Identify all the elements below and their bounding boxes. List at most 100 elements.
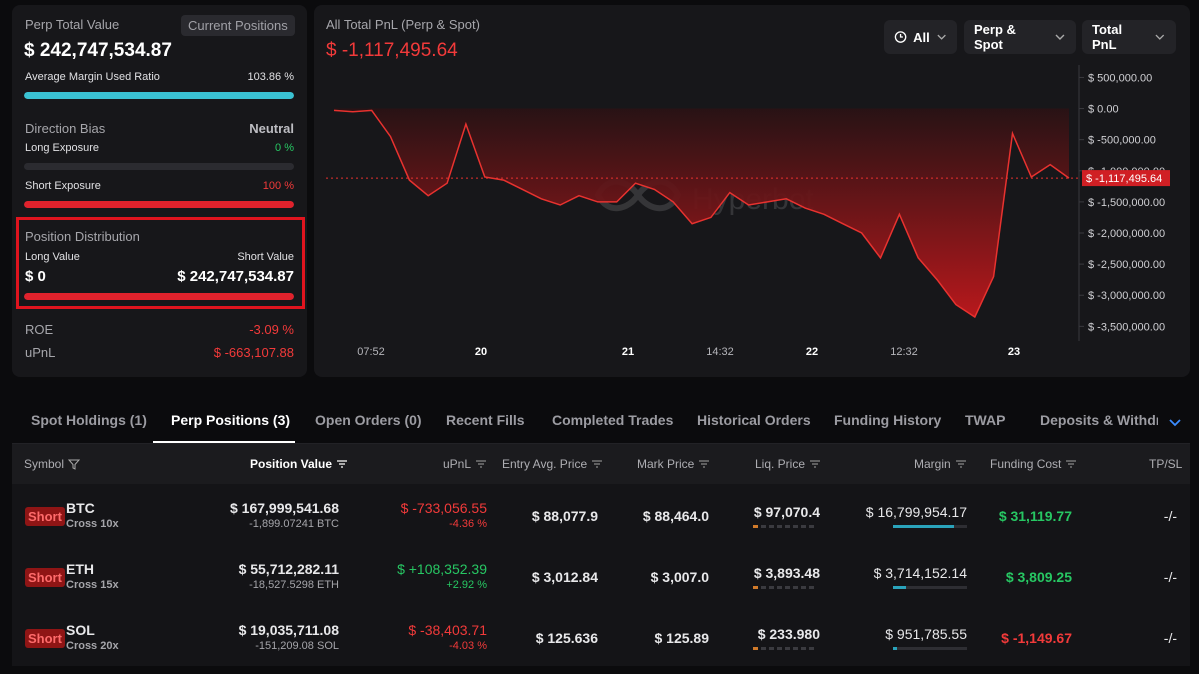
header-upnl-label: uPnL xyxy=(443,457,472,471)
header-symbol[interactable]: Symbol xyxy=(24,457,81,471)
direction-bias-value: Neutral xyxy=(249,121,294,136)
header-position-value[interactable]: Position Value xyxy=(250,457,348,471)
tabs-more-chevron-icon[interactable] xyxy=(1167,414,1183,430)
tab-completed-trades[interactable]: Completed Trades xyxy=(552,412,674,428)
sort-icon[interactable] xyxy=(1065,459,1077,469)
tpsl[interactable]: -/- xyxy=(1163,508,1177,524)
sort-icon[interactable] xyxy=(591,459,603,469)
side-badge: Short xyxy=(25,568,65,587)
sort-icon[interactable] xyxy=(475,459,487,469)
scope-filter-dropdown[interactable]: Perp & Spot xyxy=(964,20,1076,54)
entry-price: $ 125.636 xyxy=(535,630,598,646)
x-tick-label: 12:32 xyxy=(890,346,918,358)
header-margin-label: Margin xyxy=(914,457,951,471)
tpsl[interactable]: -/- xyxy=(1163,630,1177,646)
pnl-line xyxy=(333,109,1070,319)
y-tick-label: $ 500,000.00 xyxy=(1088,72,1152,84)
header-liq-price[interactable]: Liq. Price xyxy=(755,457,821,471)
upnl-pct: +2.92 % xyxy=(446,579,487,591)
symbol[interactable]: ETH xyxy=(66,561,94,577)
margin-usage-fill xyxy=(893,525,954,528)
funding-cost: $ 31,119.77 xyxy=(998,508,1072,524)
x-tick-label: 07:52 xyxy=(357,346,385,358)
tab-deposits-clip: Deposits & Withdraw xyxy=(1040,398,1158,442)
margin-usage-bar xyxy=(893,647,967,650)
short-exposure-value: 100 % xyxy=(262,180,294,192)
short-exposure-label: Short Exposure xyxy=(25,180,101,192)
leverage: Cross 20x xyxy=(66,640,119,652)
position-value: $ 19,035,711.08 xyxy=(238,622,339,638)
perp-total-value: $ 242,747,534.87 xyxy=(24,40,172,61)
margin-usage-fill xyxy=(893,586,907,589)
header-mark-label: Mark Price xyxy=(637,457,695,471)
sort-icon[interactable] xyxy=(955,459,967,469)
funding-cost: $ 3,809.25 xyxy=(1005,569,1072,585)
x-tick-label: 21 xyxy=(622,346,634,358)
upnl-label: uPnL xyxy=(25,345,56,360)
upnl: $ -38,403.71 xyxy=(408,622,487,638)
header-liq-label: Liq. Price xyxy=(755,457,806,471)
y-tick-label: $ -3,500,000.00 xyxy=(1088,321,1165,333)
x-tick-label: 23 xyxy=(1008,346,1020,358)
pnl-chart[interactable]: Hyperbot $ 500,000.00$ 0.00$ -500,000.00… xyxy=(314,5,1190,377)
current-value-tag-label: $ -1,117,495.64 xyxy=(1086,173,1162,185)
x-tick-label: 20 xyxy=(475,346,487,358)
mark-price: $ 88,464.0 xyxy=(642,508,709,524)
side-badge: Short xyxy=(25,629,65,648)
tab-recent-fills[interactable]: Recent Fills xyxy=(446,412,525,428)
perp-positions-table: Symbol Position Value uPnL Entry Avg. Pr… xyxy=(12,444,1190,666)
header-funding-cost[interactable]: Funding Cost xyxy=(990,457,1077,471)
header-funding-label: Funding Cost xyxy=(990,457,1062,471)
tpsl[interactable]: -/- xyxy=(1163,569,1177,585)
tab-deposits-withdrawals[interactable]: Deposits & Withdraw xyxy=(1040,412,1158,428)
sort-icon[interactable] xyxy=(809,459,821,469)
header-margin[interactable]: Margin xyxy=(914,457,967,471)
y-tick-label: $ -1,500,000.00 xyxy=(1088,197,1165,209)
table-row[interactable]: Short SOL Cross 20x $ 19,035,711.08 -151… xyxy=(12,609,1190,670)
current-positions-button[interactable]: Current Positions xyxy=(181,15,295,36)
tab-perp-positions[interactable]: Perp Positions (3) xyxy=(171,412,291,428)
long-exposure-label: Long Exposure xyxy=(25,142,99,154)
symbol[interactable]: SOL xyxy=(66,622,95,638)
table-row[interactable]: Short BTC Cross 10x $ 167,999,541.68 -1,… xyxy=(12,487,1190,548)
clock-icon xyxy=(894,31,907,43)
side-badge: Short xyxy=(25,507,65,526)
funding-cost: $ -1,149.67 xyxy=(1001,630,1072,646)
margin-ratio-label: Average Margin Used Ratio xyxy=(25,71,160,83)
pnl-chart-panel: All Total PnL (Perp & Spot) $ -1,117,495… xyxy=(314,5,1190,377)
margin-usage-bar xyxy=(893,586,967,589)
short-exposure-fill xyxy=(24,201,294,208)
tab-twap[interactable]: TWAP xyxy=(965,412,1006,428)
margin-usage-fill xyxy=(893,647,897,650)
header-mark-price[interactable]: Mark Price xyxy=(637,457,710,471)
chart-current-value: $ -1,117,495.64 xyxy=(326,40,458,61)
perp-total-value-label: Perp Total Value xyxy=(25,17,120,32)
sort-icon[interactable] xyxy=(336,459,348,469)
direction-bias-label: Direction Bias xyxy=(25,121,106,136)
short-value: $ 242,747,534.87 xyxy=(177,268,294,285)
margin: $ 951,785.55 xyxy=(885,626,967,642)
symbol[interactable]: BTC xyxy=(66,500,95,516)
metric-filter-dropdown[interactable]: Total PnL xyxy=(1082,20,1176,54)
tab-open-orders[interactable]: Open Orders (0) xyxy=(315,412,422,428)
y-tick-label: $ 0.00 xyxy=(1088,104,1119,116)
filter-icon[interactable] xyxy=(68,458,81,470)
position-value: $ 167,999,541.68 xyxy=(230,500,339,516)
scope-filter-label: Perp & Spot xyxy=(974,22,1016,52)
tab-spot-holdings[interactable]: Spot Holdings (1) xyxy=(31,412,147,428)
position-distribution-fill xyxy=(24,293,294,300)
tab-historical-orders[interactable]: Historical Orders xyxy=(697,412,811,428)
tab-funding-history[interactable]: Funding History xyxy=(834,412,942,428)
table-row[interactable]: Short ETH Cross 15x $ 55,712,282.11 -18,… xyxy=(12,548,1190,609)
sort-icon[interactable] xyxy=(698,459,710,469)
time-filter-label: All xyxy=(913,29,930,45)
upnl-value: $ -663,107.88 xyxy=(213,345,294,360)
y-tick-label: $ -3,000,000.00 xyxy=(1088,290,1165,302)
long-value: $ 0 xyxy=(25,268,46,285)
liq-distance-indicator xyxy=(753,525,814,528)
header-entry-price[interactable]: Entry Avg. Price xyxy=(502,457,603,471)
upnl-pct: -4.03 % xyxy=(449,640,487,652)
time-filter-dropdown[interactable]: All xyxy=(884,20,957,54)
position-size: -18,527.5298 ETH xyxy=(249,579,339,591)
header-upnl[interactable]: uPnL xyxy=(443,457,487,471)
